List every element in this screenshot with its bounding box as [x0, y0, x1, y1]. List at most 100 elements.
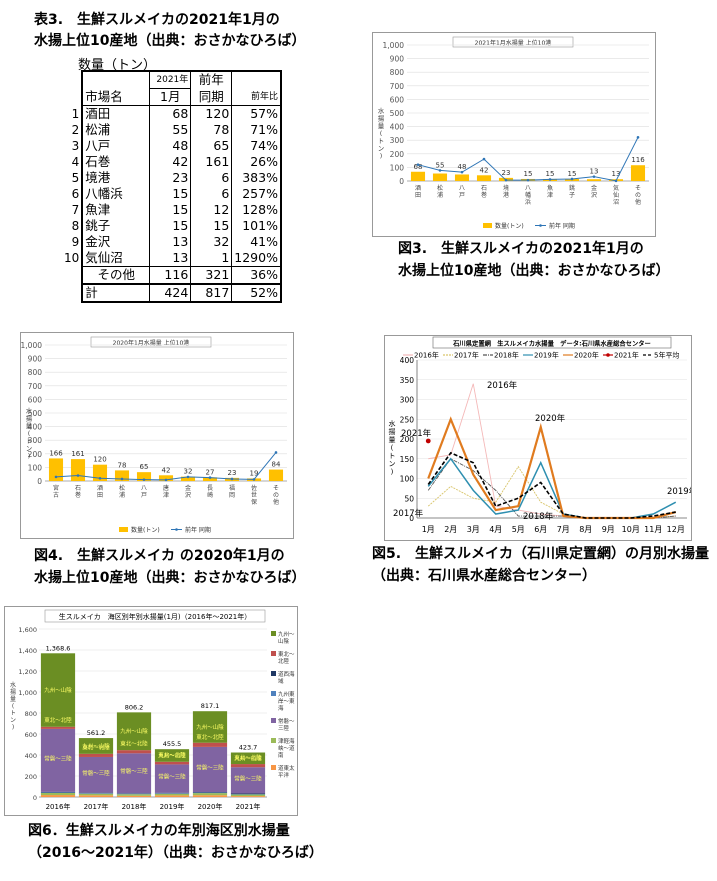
fig4-caption-line2: 水揚上位10産地（出典：おさかなひろば） [34, 570, 306, 586]
line-point [438, 169, 442, 172]
table3-cell-rank: 7 [71, 203, 80, 217]
table3-cell-v2021: 48 [149, 138, 191, 154]
fig3-caption: 図3. 生鮮スルメイカの2021年1月の 水揚上位10産地（出典：おさかなひろば… [398, 238, 669, 282]
segment-label: 九州～山陰 [234, 754, 262, 762]
y-tick-label: 800 [28, 368, 43, 377]
line-point [274, 451, 278, 454]
svg-text:巻: 巻 [75, 491, 81, 499]
x-tick-label: 5月 [512, 525, 525, 534]
legend-swatch-bar [119, 527, 128, 532]
svg-text:仙: 仙 [613, 191, 619, 199]
line-point [548, 178, 552, 181]
segment-label: 九州～山陰 [196, 723, 224, 731]
annotation: 2017年 [393, 508, 424, 519]
fig6-svg: 生スルメイカ 海区別年別水揚量(1月)（2016年～2021年） 0 200 400 6… [10, 609, 295, 811]
fig3-caption-line2: 水揚上位10産地（出典：おさかなひろば） [398, 263, 670, 279]
svg-text:岡: 岡 [229, 492, 235, 499]
annotation: 2019年 [667, 486, 691, 497]
svg-text:港: 港 [503, 191, 509, 199]
line-point [186, 475, 190, 479]
data-label: 15 [546, 170, 555, 178]
y-tick-label: 500 [28, 409, 43, 418]
stack-segment [154, 761, 190, 765]
segment-label: 常磐～三陸 [234, 774, 262, 782]
svg-text:): ) [391, 468, 394, 476]
line-point [592, 175, 596, 178]
x-tick-label: 境港 [503, 184, 509, 199]
svg-text:保: 保 [251, 498, 257, 506]
segment-label: 九州～山陰 [158, 751, 186, 759]
table3-cell-prev: 1 [190, 250, 232, 267]
bar [158, 475, 174, 481]
stack-segment [78, 793, 114, 796]
data-label: 13 [612, 170, 621, 178]
table3-cell-name: 八幡浜 [81, 186, 150, 202]
y-tick-label: 0 [33, 794, 37, 802]
x-tick-label: 松浦 [119, 484, 125, 499]
table3-other-name: その他 [81, 266, 150, 284]
x-tick-label: 八幡浜 [525, 185, 531, 206]
svg-text:沼: 沼 [613, 198, 619, 206]
svg-text:他: 他 [635, 198, 641, 206]
y-tick-label: 900 [390, 55, 405, 64]
stack-segment [230, 752, 266, 765]
table3-other-v2021: 116 [149, 266, 191, 284]
stack-segment [40, 728, 76, 792]
y-tick-label: 900 [28, 355, 43, 364]
y-tick-label: 0 [409, 514, 414, 523]
x-tick-label: 2020年 [198, 802, 223, 811]
fig6-caption: 図6．生鮮スルメイカの年別海区別水揚量 （2016～2021年）（出典：おさかな… [28, 820, 323, 864]
svg-text:銚: 銚 [569, 184, 575, 192]
table3-cell-rank: 8 [71, 219, 80, 233]
table3-head-ratio: 前年比 [231, 88, 282, 106]
data-label: 65 [140, 463, 149, 471]
svg-text:量: 量 [389, 436, 396, 444]
svg-text:世: 世 [251, 491, 257, 499]
total-label: 455.5 [163, 740, 182, 748]
fig4-svg: 2020年1月水揚量 上位10港 0 100 200 300 400 500 600 700 80… [21, 336, 287, 534]
x-tick-label: 金沢 [591, 184, 597, 199]
stack-segment [154, 793, 190, 796]
bar [180, 476, 196, 481]
table3-cell-name: 松浦 [81, 122, 150, 138]
legend-label: 常磐～三陸 [278, 717, 295, 732]
svg-text:松: 松 [437, 184, 443, 192]
y-tick-label: 600 [28, 395, 43, 404]
line-point [164, 478, 168, 482]
series-line [427, 416, 677, 520]
x-tick-label: 松浦 [437, 184, 443, 199]
table3-cell-v2021: 13 [149, 234, 191, 250]
segment-label: 東北～北陸 [44, 716, 72, 724]
legend-label: 九州～山陰 [278, 630, 295, 645]
line-point [526, 178, 530, 182]
x-tick-label: 魚津 [547, 184, 553, 199]
y-tick-label: 1,200 [18, 668, 37, 676]
y-tick-label: 800 [25, 710, 37, 718]
fig4-caption: 図4. 生鮮スルメイカ の2020年1月の 水揚上位10産地（出典：おさかなひろ… [34, 545, 305, 589]
bar [454, 174, 470, 181]
x-tick-label: その他 [635, 185, 641, 206]
segment-label: 東北～北陸 [196, 733, 224, 741]
table3-head-prev: 前年 [190, 70, 232, 89]
data-label: 161 [71, 450, 84, 458]
svg-text:巻: 巻 [481, 191, 487, 199]
line-point [636, 136, 640, 139]
stack-segment [192, 795, 228, 797]
total-label: 561.2 [87, 729, 106, 737]
table3-caption: 表3. 生鮮スルメイカの2021年1月の 水揚上位10産地（出典：おさかなひろば… [34, 10, 305, 52]
stack-segment [78, 795, 114, 797]
total-label: 1,368.6 [46, 644, 71, 652]
line-point [416, 163, 420, 166]
legend-label: 5年平均 [654, 351, 679, 360]
table3-head-market: 市場名 [81, 88, 150, 106]
x-tick-label: 2018年 [122, 802, 147, 811]
x-tick-label: その他 [273, 485, 279, 506]
data-label: 19 [250, 469, 259, 477]
line-point [614, 179, 618, 183]
x-tick-label: 八戸 [459, 185, 465, 199]
y-tick-label: 300 [390, 136, 405, 145]
x-tick-label: 長崎 [207, 485, 213, 499]
fig5-caption: 図5. 生鮮スルメイカ（石川県定置網）の月別水揚量 （出典：石川県水産総合センタ… [372, 543, 709, 587]
table3-cell-rank: 4 [71, 155, 80, 169]
x-tick-label: 八戸 [141, 485, 147, 499]
